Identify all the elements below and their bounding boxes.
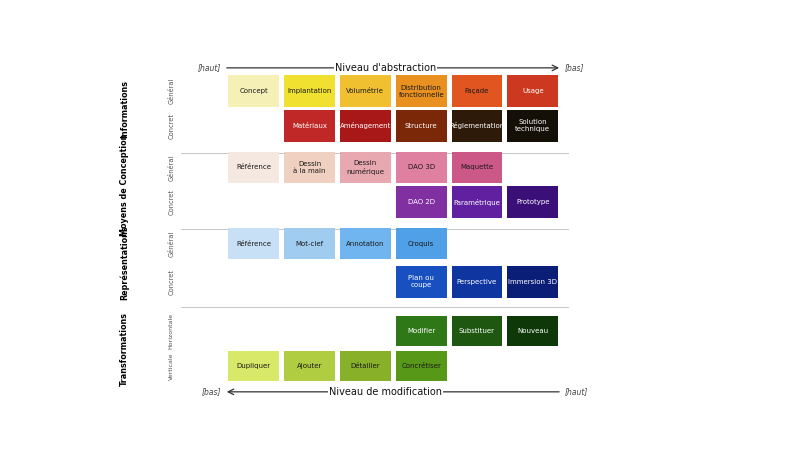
- Text: Implantation: Implantation: [287, 88, 332, 94]
- FancyBboxPatch shape: [396, 351, 446, 381]
- FancyBboxPatch shape: [507, 76, 558, 107]
- FancyBboxPatch shape: [228, 152, 279, 183]
- Text: [bas]: [bas]: [565, 63, 585, 72]
- Text: Niveau d'abstraction: Niveau d'abstraction: [334, 63, 436, 73]
- Text: Dupliquer: Dupliquer: [237, 363, 271, 369]
- FancyBboxPatch shape: [228, 228, 279, 260]
- Text: Nouveau: Nouveau: [517, 328, 548, 334]
- Text: Prototype: Prototype: [516, 199, 550, 205]
- Text: Plan ou
coupe: Plan ou coupe: [408, 275, 434, 288]
- Text: Détailler: Détailler: [350, 363, 380, 369]
- FancyBboxPatch shape: [340, 110, 390, 142]
- Text: Transformations: Transformations: [120, 311, 130, 386]
- FancyBboxPatch shape: [451, 152, 502, 183]
- Text: Substituer: Substituer: [459, 328, 495, 334]
- FancyBboxPatch shape: [451, 266, 502, 297]
- Text: Concrétiser: Concrétiser: [402, 363, 441, 369]
- FancyBboxPatch shape: [396, 316, 446, 346]
- Text: Maquette: Maquette: [460, 165, 494, 171]
- FancyBboxPatch shape: [396, 110, 446, 142]
- Text: Ajouter: Ajouter: [297, 363, 322, 369]
- FancyBboxPatch shape: [340, 228, 390, 260]
- Text: Général: Général: [168, 78, 174, 104]
- Text: Paramétrique: Paramétrique: [454, 198, 500, 206]
- Text: Concret: Concret: [168, 113, 174, 139]
- Text: [bas]: [bas]: [202, 387, 221, 396]
- Text: DAO 3D: DAO 3D: [407, 165, 434, 171]
- Text: Perspective: Perspective: [457, 279, 497, 285]
- FancyBboxPatch shape: [451, 110, 502, 142]
- FancyBboxPatch shape: [396, 152, 446, 183]
- FancyBboxPatch shape: [340, 76, 390, 107]
- FancyBboxPatch shape: [284, 351, 335, 381]
- FancyBboxPatch shape: [396, 76, 446, 107]
- Text: Niveau de modification: Niveau de modification: [329, 387, 442, 397]
- FancyBboxPatch shape: [284, 76, 335, 107]
- Text: Général: Général: [168, 154, 174, 180]
- FancyBboxPatch shape: [228, 351, 279, 381]
- Text: Dessin
à la main: Dessin à la main: [294, 161, 326, 174]
- Text: Modifier: Modifier: [407, 328, 435, 334]
- FancyBboxPatch shape: [396, 186, 446, 218]
- Text: Annotation: Annotation: [346, 241, 385, 247]
- FancyBboxPatch shape: [396, 266, 446, 297]
- Text: Horizontale: Horizontale: [169, 313, 174, 349]
- FancyBboxPatch shape: [284, 110, 335, 142]
- Text: Dessin
numérique: Dessin numérique: [346, 160, 384, 175]
- Text: Croquis: Croquis: [408, 241, 434, 247]
- Text: Réglementation: Réglementation: [450, 122, 505, 130]
- Text: Volumétrie: Volumétrie: [346, 88, 384, 94]
- FancyBboxPatch shape: [284, 228, 335, 260]
- FancyBboxPatch shape: [507, 316, 558, 346]
- Text: Concret: Concret: [168, 269, 174, 295]
- Text: Aménagement: Aménagement: [340, 122, 391, 130]
- Text: Concret: Concret: [168, 189, 174, 215]
- FancyBboxPatch shape: [507, 186, 558, 218]
- FancyBboxPatch shape: [396, 228, 446, 260]
- Text: Général: Général: [168, 230, 174, 257]
- FancyBboxPatch shape: [451, 316, 502, 346]
- FancyBboxPatch shape: [340, 152, 390, 183]
- Text: Référence: Référence: [236, 165, 271, 171]
- FancyBboxPatch shape: [451, 186, 502, 218]
- FancyBboxPatch shape: [340, 351, 390, 381]
- Text: Mot-clef: Mot-clef: [295, 241, 324, 247]
- Text: Informations: Informations: [120, 80, 130, 138]
- Text: Structure: Structure: [405, 123, 438, 129]
- Text: Référence: Référence: [236, 241, 271, 247]
- Text: Façade: Façade: [465, 88, 489, 94]
- FancyBboxPatch shape: [284, 152, 335, 183]
- FancyBboxPatch shape: [507, 110, 558, 142]
- Text: [haut]: [haut]: [565, 387, 588, 396]
- Text: Concept: Concept: [239, 88, 268, 94]
- Text: Matériaux: Matériaux: [292, 123, 327, 129]
- Text: Usage: Usage: [522, 88, 543, 94]
- Text: Immersion 3D: Immersion 3D: [508, 279, 558, 285]
- FancyBboxPatch shape: [228, 76, 279, 107]
- Text: Verticale: Verticale: [169, 352, 174, 380]
- FancyBboxPatch shape: [451, 76, 502, 107]
- Text: Distribution
fonctionnelle: Distribution fonctionnelle: [398, 85, 444, 98]
- Text: Représentations: Représentations: [120, 225, 130, 300]
- Text: Solution
technique: Solution technique: [515, 119, 550, 132]
- Text: Moyens de Conception: Moyens de Conception: [120, 134, 130, 236]
- Text: [haut]: [haut]: [198, 63, 221, 72]
- FancyBboxPatch shape: [507, 266, 558, 297]
- Text: DAO 2D: DAO 2D: [408, 199, 434, 205]
